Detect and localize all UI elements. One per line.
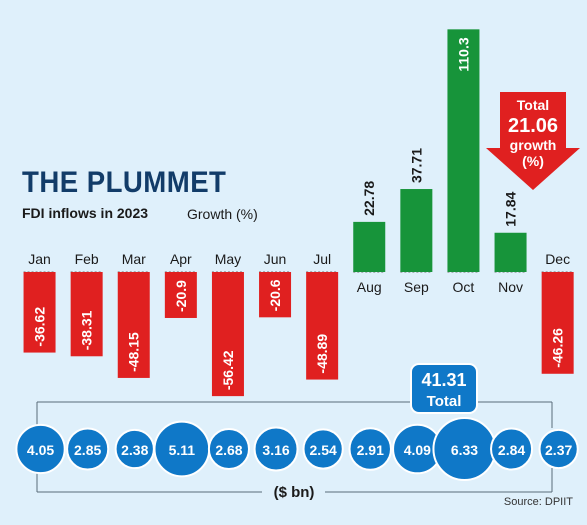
bar-value-label: -46.26 [550, 328, 566, 368]
bar-jan [23, 272, 56, 353]
inflow-circle-aug [348, 427, 392, 471]
inflow-circle-may [207, 427, 250, 471]
month-label: May [215, 251, 241, 267]
bar-value-label: -20.6 [267, 279, 283, 311]
total-inflow-badge [410, 363, 478, 414]
month-label: Mar [122, 251, 146, 267]
inflow-circle-dec [538, 428, 579, 470]
bar-jun [259, 272, 292, 318]
inflow-value-label: 4.09 [404, 442, 431, 458]
source-note: Source: DPIIT [503, 496, 573, 508]
units-label: ($ bn) [274, 484, 315, 501]
month-label: Nov [498, 279, 523, 295]
bar-aug [353, 221, 386, 272]
bar-dec [541, 272, 574, 374]
bar-value-label: -20.9 [173, 280, 189, 312]
inflow-value-label: 2.91 [357, 442, 384, 458]
total-growth-arrow [486, 92, 580, 190]
inflow-value-label: 2.85 [74, 442, 101, 458]
month-label: Jan [28, 251, 51, 267]
chart-title: THE PLUMMET [22, 166, 227, 199]
month-label: Jun [264, 251, 287, 267]
bar-oct [447, 29, 480, 273]
callout-total-label: Total [517, 97, 549, 113]
bar-value-label: -36.62 [32, 307, 48, 347]
inflow-value-label: 2.38 [121, 442, 148, 458]
inflow-circle-jul [302, 428, 344, 470]
month-label: Aug [357, 279, 382, 295]
bar-value-label: -56.42 [220, 350, 236, 390]
inflow-value-label: 2.37 [545, 442, 572, 458]
bar-value-label: 37.71 [408, 148, 424, 183]
inflow-circle-feb [66, 427, 110, 471]
month-label: Oct [453, 279, 475, 295]
inflow-circle-nov [490, 427, 534, 471]
inflow-value-label: 2.84 [498, 442, 525, 458]
callout-value: 21.06 [508, 115, 558, 137]
bar-value-label: 110.3 [455, 37, 471, 71]
month-label: Feb [75, 251, 99, 267]
bar-feb [70, 272, 103, 357]
inflow-value-label: 2.54 [310, 442, 337, 458]
callout-unit-label: (%) [522, 153, 544, 169]
bar-sep [400, 189, 433, 272]
bar-apr [164, 272, 197, 318]
inflow-value-label: 3.16 [262, 442, 289, 458]
total-inflow-value: 41.31 [421, 370, 466, 390]
bar-value-label: -38.31 [79, 310, 95, 350]
inflow-value-label: 5.11 [169, 442, 196, 458]
bar-value-label: -48.89 [314, 334, 330, 374]
month-label: Sep [404, 279, 429, 295]
bar-may [211, 272, 244, 397]
month-label: Jul [313, 251, 331, 267]
bar-jul [306, 272, 339, 380]
month-label: Dec [545, 251, 570, 267]
inflow-circle-jun [253, 426, 299, 472]
chart-subtitle: FDI inflows in 2023 [22, 205, 149, 221]
total-inflow-label: Total [427, 393, 462, 410]
bar-value-label: 17.84 [503, 192, 519, 227]
inflow-value-label: 4.05 [27, 442, 54, 458]
growth-axis-label: Growth (%) [187, 206, 258, 222]
inflow-circle-jan [15, 423, 66, 475]
bar-value-label: -48.15 [126, 332, 142, 372]
inflow-value-label: 6.33 [451, 442, 478, 458]
callout-growth-label: growth [510, 137, 557, 153]
inflow-value-label: 2.68 [215, 442, 242, 458]
month-label: Apr [170, 251, 192, 267]
bar-mar [117, 272, 150, 378]
bar-value-label: 22.78 [361, 181, 377, 216]
bar-nov [494, 232, 527, 272]
